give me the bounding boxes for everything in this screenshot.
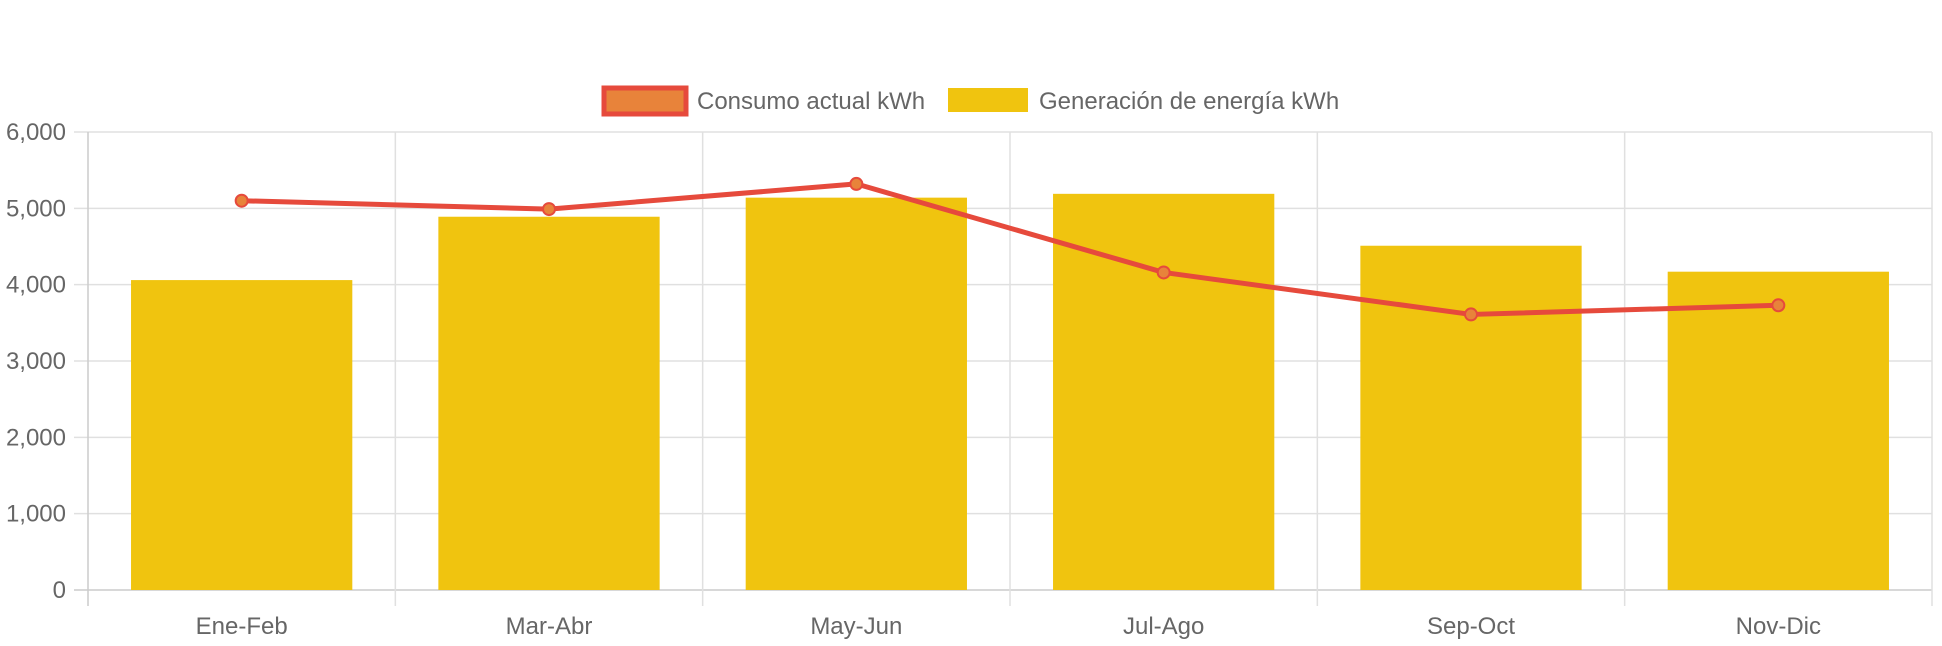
point-consumo[interactable]	[1771, 298, 1786, 313]
x-tick-label: Sep-Oct	[1427, 613, 1515, 640]
bar-generacion[interactable]	[438, 216, 660, 591]
bar-generacion[interactable]	[1360, 245, 1582, 590]
line-series-consumo	[234, 176, 1786, 322]
y-tick-label: 6,000	[6, 119, 66, 146]
x-tick-label: Ene-Feb	[196, 613, 288, 640]
x-tick-label: Nov-Dic	[1736, 613, 1821, 640]
legend-label-consumo: Consumo actual kWh	[697, 88, 925, 115]
bar-generacion[interactable]	[131, 280, 353, 590]
y-tick-label: 2,000	[6, 424, 66, 451]
y-tick-label: 0	[53, 577, 66, 604]
bar-generacion[interactable]	[1053, 193, 1275, 590]
bar-generacion[interactable]	[745, 197, 967, 590]
bar-generacion[interactable]	[1667, 271, 1889, 590]
legend-item-consumo[interactable]: Consumo actual kWh	[601, 85, 925, 117]
line-consumo	[241, 181, 1779, 317]
legend-swatch-consumo	[601, 85, 689, 117]
legend-swatch-generacion	[948, 88, 1028, 112]
legend-label-generacion: Generación de energía kWh	[1039, 88, 1339, 115]
x-tick-label: Jul-Ago	[1123, 613, 1204, 640]
point-consumo[interactable]	[1156, 265, 1171, 280]
point-consumo[interactable]	[1464, 307, 1478, 322]
y-tick-label: 5,000	[6, 195, 66, 222]
point-consumo[interactable]	[234, 193, 249, 208]
legend: Consumo actual kWh Generación de energía…	[601, 85, 1339, 117]
y-tick-label: 3,000	[6, 348, 66, 375]
axes: 0 1,000 2,000 3,000 4,000 5,000 6,000 Ene-Feb Ma…	[6, 119, 1821, 640]
point-consumo[interactable]	[542, 202, 556, 217]
y-tick-label: 1,000	[6, 501, 66, 528]
point-consumo[interactable]	[849, 176, 864, 191]
x-tick-label: May-Jun	[810, 613, 902, 640]
legend-item-generacion[interactable]: Generación de energía kWh	[948, 88, 1339, 115]
grid-lines	[74, 131, 1933, 606]
x-tick-label: Mar-Abr	[506, 613, 593, 640]
y-tick-label: 4,000	[6, 272, 66, 299]
